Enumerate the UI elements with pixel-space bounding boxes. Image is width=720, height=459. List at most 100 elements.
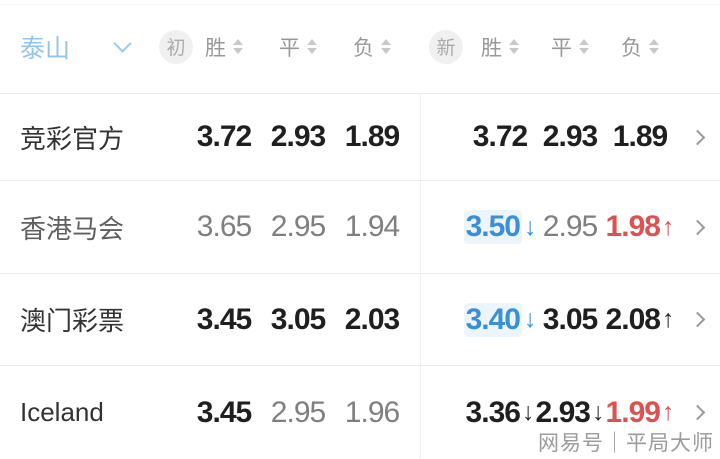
column-label-draw: 平 [279, 36, 300, 60]
sort-control-initial-lose[interactable]: 负 [335, 32, 409, 62]
odds-value: 3.45 [196, 302, 252, 336]
trend-arrow-icon: ↓ [523, 212, 537, 241]
header-spacer: 新 [409, 29, 465, 64]
table-row[interactable]: Iceland 3.45 2.95 1.96 3.36 ↓ 2.93 ↓ 1.9… [0, 365, 720, 459]
sort-control-new-lose[interactable]: 负 [605, 32, 675, 62]
row-detail-link[interactable] [675, 219, 720, 235]
badge-new: 新 [429, 29, 463, 64]
odds-value: 3.72 [196, 120, 252, 153]
chevron-down-icon [113, 33, 132, 53]
sort-control-new-win[interactable]: 胜 [465, 32, 535, 62]
column-group-divider [420, 93, 421, 459]
odds-cell: 2.95 [261, 396, 335, 430]
bookmaker-name: 澳门彩票 [20, 306, 125, 336]
row-detail-link[interactable] [675, 311, 720, 328]
team-selector[interactable]: 泰山 [20, 29, 132, 65]
odds-value: 2.95 [542, 210, 598, 243]
odds-value: 2.03 [344, 302, 400, 336]
chevron-right-icon [689, 404, 706, 421]
odds-cell: 2.95 [261, 210, 335, 244]
odds-value: 3.72 [472, 120, 528, 153]
odds-value: 1.94 [344, 210, 400, 243]
odds-cell: 1.89 [605, 120, 675, 154]
sort-control-new-draw[interactable]: 平 [535, 32, 605, 62]
team-name: 泰山 [20, 34, 71, 63]
trend-arrow-icon: ↓ [521, 398, 535, 426]
odds-cell: 2.93 ↓ [535, 396, 605, 430]
odds-value: 1.89 [344, 120, 400, 153]
odds-cell: 2.93 [535, 120, 605, 154]
bookmaker-name: 竞彩官方 [20, 123, 125, 154]
sort-icon [307, 39, 317, 54]
sort-icon [233, 39, 243, 54]
odds-value: 2.93 [542, 120, 598, 153]
odds-cell: 3.65 [187, 210, 261, 244]
sort-control-initial-win[interactable]: 胜 [187, 32, 261, 62]
odds-value: 3.65 [196, 210, 252, 243]
odds-value: 1.89 [612, 120, 668, 153]
odds-cell: 2.08 ↑ [605, 303, 675, 337]
row-detail-link[interactable] [675, 129, 720, 145]
bookmaker-name: Iceland [20, 397, 104, 427]
trend-arrow-icon: ↑ [661, 305, 675, 333]
sort-icon [509, 39, 519, 54]
odds-cell: 1.98 ↑ [605, 210, 675, 244]
table-header: 泰山 初 胜 平 负 新 胜 平 负 [0, 0, 720, 93]
odds-value: 2.93 [535, 395, 591, 429]
odds-cell: 2.93 [261, 120, 335, 154]
badge-initial: 初 [159, 29, 193, 64]
odds-cell: 3.72 [465, 120, 535, 154]
column-label-lose: 负 [353, 36, 374, 60]
odds-cell: 2.95 [535, 210, 605, 244]
odds-cell: 1.94 [335, 210, 409, 244]
sort-icon [579, 39, 589, 54]
trend-arrow-icon: ↑ [661, 212, 675, 241]
watermark: 网易号｜平局大师 [538, 432, 714, 455]
odds-cell: 3.72 [187, 120, 261, 154]
odds-value: 2.93 [270, 120, 326, 153]
column-label-draw: 平 [551, 36, 572, 60]
row-detail-link[interactable] [675, 404, 720, 421]
odds-cell: 1.96 [335, 396, 409, 430]
odds-cell: 3.45 [187, 396, 261, 430]
odds-value: 1.98 [605, 210, 661, 243]
trend-arrow-icon: ↓ [523, 305, 537, 333]
table-row[interactable]: 竞彩官方 3.72 2.93 1.89 3.72 2.93 1.89 [0, 93, 720, 180]
odds-cell: 3.50 ↓ [463, 210, 537, 244]
column-label-win: 胜 [205, 36, 226, 60]
trend-arrow-icon: ↑ [661, 398, 675, 426]
odds-cell: 1.99 ↑ [605, 396, 675, 430]
column-label-lose: 负 [621, 36, 642, 60]
header-left: 泰山 初 [0, 29, 193, 65]
top-divider [0, 4, 720, 5]
sort-control-initial-draw[interactable]: 平 [261, 32, 335, 62]
chevron-right-icon [689, 219, 706, 235]
odds-cell: 3.36 ↓ [465, 396, 535, 430]
odds-cell: 3.05 [261, 303, 335, 337]
odds-value: 2.95 [270, 210, 326, 243]
bookmaker-name: 香港马会 [20, 213, 125, 244]
trend-arrow-icon: ↓ [591, 398, 605, 426]
odds-value: 3.05 [542, 302, 598, 336]
column-label-win: 胜 [481, 36, 502, 60]
odds-cell: 3.40 ↓ [463, 302, 537, 337]
odds-cell: 2.03 [335, 303, 409, 337]
odds-value: 3.36 [465, 395, 521, 429]
odds-value: 2.08 [605, 302, 661, 336]
odds-cell: 3.45 [187, 303, 261, 337]
chevron-right-icon [689, 311, 706, 328]
sort-icon [649, 39, 659, 54]
odds-value: 1.96 [344, 395, 400, 429]
table-row[interactable]: 澳门彩票 3.45 3.05 2.03 3.40 ↓ 3.05 2.08 ↑ [0, 273, 720, 365]
odds-value: 3.45 [196, 395, 252, 429]
odds-value: 1.99 [605, 395, 661, 429]
odds-cell: 1.89 [335, 120, 409, 154]
chevron-right-icon [689, 129, 706, 145]
table-row[interactable]: 香港马会 3.65 2.95 1.94 3.50 ↓ 2.95 1.98 ↑ [0, 180, 720, 273]
odds-value: 3.05 [270, 302, 326, 336]
odds-value: 2.95 [270, 395, 326, 429]
odds-value: 3.50 [463, 210, 522, 244]
sort-icon [381, 39, 391, 54]
odds-cell: 3.05 [535, 303, 605, 337]
